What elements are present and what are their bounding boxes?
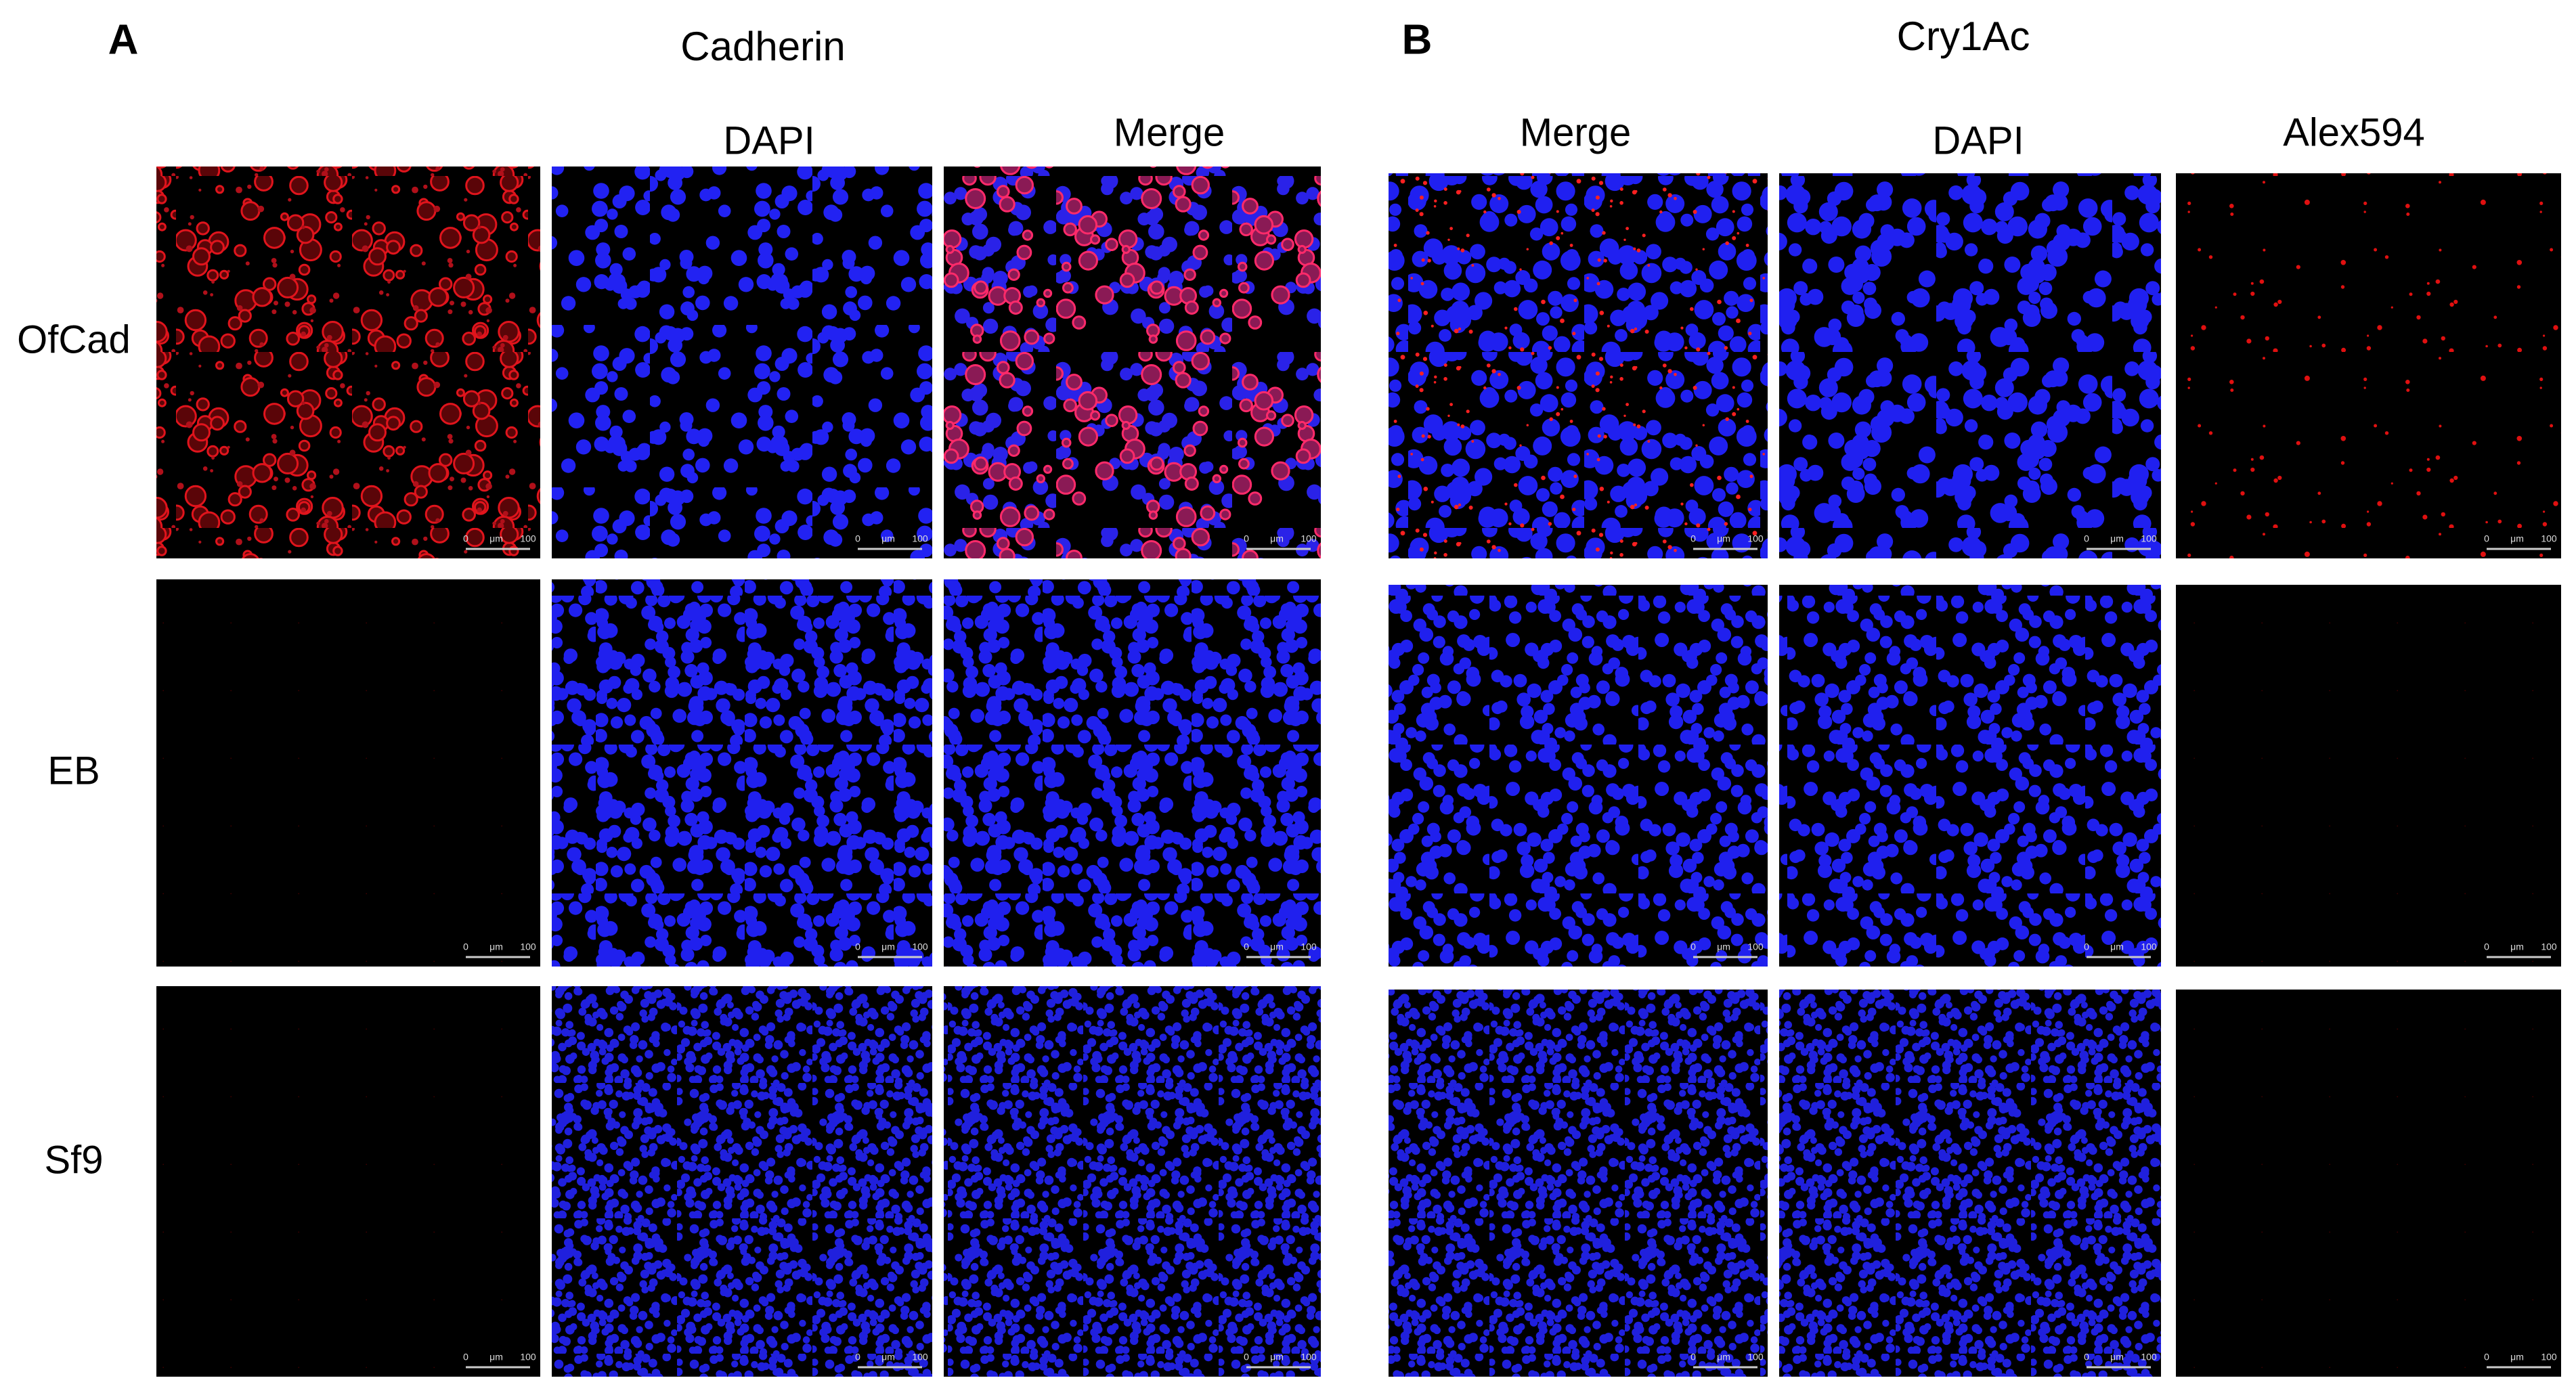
- scale-bar-start: 0: [2484, 533, 2489, 544]
- scale-bar-end: 100: [2541, 1352, 2557, 1362]
- scale-bar-start: 0: [2084, 941, 2089, 952]
- panel-title: Cry1Ac: [1897, 14, 2030, 59]
- scale-bar-unit: μm: [1270, 1352, 1284, 1362]
- micrograph: [2176, 990, 2561, 1377]
- scale-bar-start: 0: [855, 533, 860, 544]
- scale-bar-start: 0: [855, 941, 860, 952]
- scale-bar-end: 100: [2141, 533, 2157, 544]
- panel-label: A: [108, 16, 139, 63]
- micrograph: [944, 579, 1321, 967]
- micrograph: [1389, 990, 1768, 1377]
- scale-bar-unit: μm: [2110, 533, 2124, 544]
- panel-title: Cadherin: [680, 24, 846, 69]
- scale-bar-unit: μm: [2110, 941, 2124, 952]
- scale-bar-start: 0: [1244, 533, 1249, 544]
- column-label: Merge: [1114, 110, 1225, 154]
- scale-bar-end: 100: [912, 533, 928, 544]
- scale-bar-start: 0: [463, 941, 468, 952]
- column-label: Alex594: [2283, 110, 2425, 154]
- scale-bar-end: 100: [2141, 1352, 2157, 1362]
- panel-label: B: [1402, 16, 1433, 63]
- scale-bar-unit: μm: [489, 941, 503, 952]
- scale-bar-start: 0: [2484, 1352, 2489, 1362]
- micrograph: [944, 167, 1321, 558]
- scale-bar-end: 100: [520, 941, 536, 952]
- scale-bar-end: 100: [912, 941, 928, 952]
- scale-bar-end: 100: [520, 533, 536, 544]
- scale-bar-unit: μm: [881, 533, 895, 544]
- scale-bar-unit: μm: [881, 1352, 895, 1362]
- micrograph: [552, 579, 932, 967]
- scale-bar-start: 0: [2084, 1352, 2089, 1362]
- scale-bar-start: 0: [1690, 533, 1696, 544]
- micrograph: [1389, 585, 1768, 967]
- scale-bar-end: 100: [912, 1352, 928, 1362]
- micrograph: [2176, 585, 2561, 967]
- scale-bar-start: 0: [2084, 533, 2089, 544]
- scale-bar-start: 0: [1690, 1352, 1696, 1362]
- scale-bar-unit: μm: [2510, 533, 2524, 544]
- scale-bar-end: 100: [520, 1352, 536, 1362]
- micrograph: [552, 167, 932, 558]
- scale-bar-end: 100: [1301, 941, 1317, 952]
- micrograph: [1779, 990, 2161, 1377]
- micrograph: [156, 986, 540, 1377]
- scale-bar-start: 0: [1244, 1352, 1249, 1362]
- scale-bar-start: 0: [855, 1352, 860, 1362]
- scale-bar-unit: μm: [1717, 941, 1730, 952]
- micrograph: [552, 986, 932, 1377]
- scale-bar-unit: μm: [1717, 1352, 1730, 1362]
- row-label: EB: [47, 749, 100, 793]
- scale-bar-end: 100: [1301, 1352, 1317, 1362]
- micrograph: [156, 579, 540, 967]
- scale-bar-unit: μm: [489, 533, 503, 544]
- scale-bar-unit: μm: [1270, 533, 1284, 544]
- scale-bar-unit: μm: [2510, 941, 2524, 952]
- scale-bar-end: 100: [1301, 533, 1317, 544]
- micrograph: [156, 167, 540, 558]
- scale-bar-start: 0: [1690, 941, 1696, 952]
- scale-bar-unit: μm: [2110, 1352, 2124, 1362]
- scale-bar-end: 100: [2541, 533, 2557, 544]
- scale-bar-start: 0: [2484, 941, 2489, 952]
- column-label: Merge: [1520, 110, 1631, 154]
- micrograph: [1779, 173, 2161, 558]
- scale-bar-end: 100: [2141, 941, 2157, 952]
- scale-bar-unit: μm: [1717, 533, 1730, 544]
- micrograph: [2176, 173, 2561, 558]
- row-label: OfCad: [17, 317, 131, 361]
- micrograph: [1779, 585, 2161, 967]
- scale-bar-unit: μm: [489, 1352, 503, 1362]
- scale-bar-end: 100: [1747, 1352, 1764, 1362]
- scale-bar-unit: μm: [881, 941, 895, 952]
- scale-bar-unit: μm: [1270, 941, 1284, 952]
- micrograph: [944, 986, 1321, 1377]
- column-label: DAPI: [723, 118, 814, 162]
- scale-bar-end: 100: [2541, 941, 2557, 952]
- scale-bar-start: 0: [463, 533, 468, 544]
- scale-bar-start: 0: [463, 1352, 468, 1362]
- column-label: DAPI: [1932, 118, 2024, 162]
- scale-bar-unit: μm: [2510, 1352, 2524, 1362]
- scale-bar-start: 0: [1244, 941, 1249, 952]
- scale-bar-end: 100: [1747, 941, 1764, 952]
- scale-bar-end: 100: [1747, 533, 1764, 544]
- micrograph: [1389, 173, 1768, 558]
- row-label: Sf9: [44, 1138, 103, 1182]
